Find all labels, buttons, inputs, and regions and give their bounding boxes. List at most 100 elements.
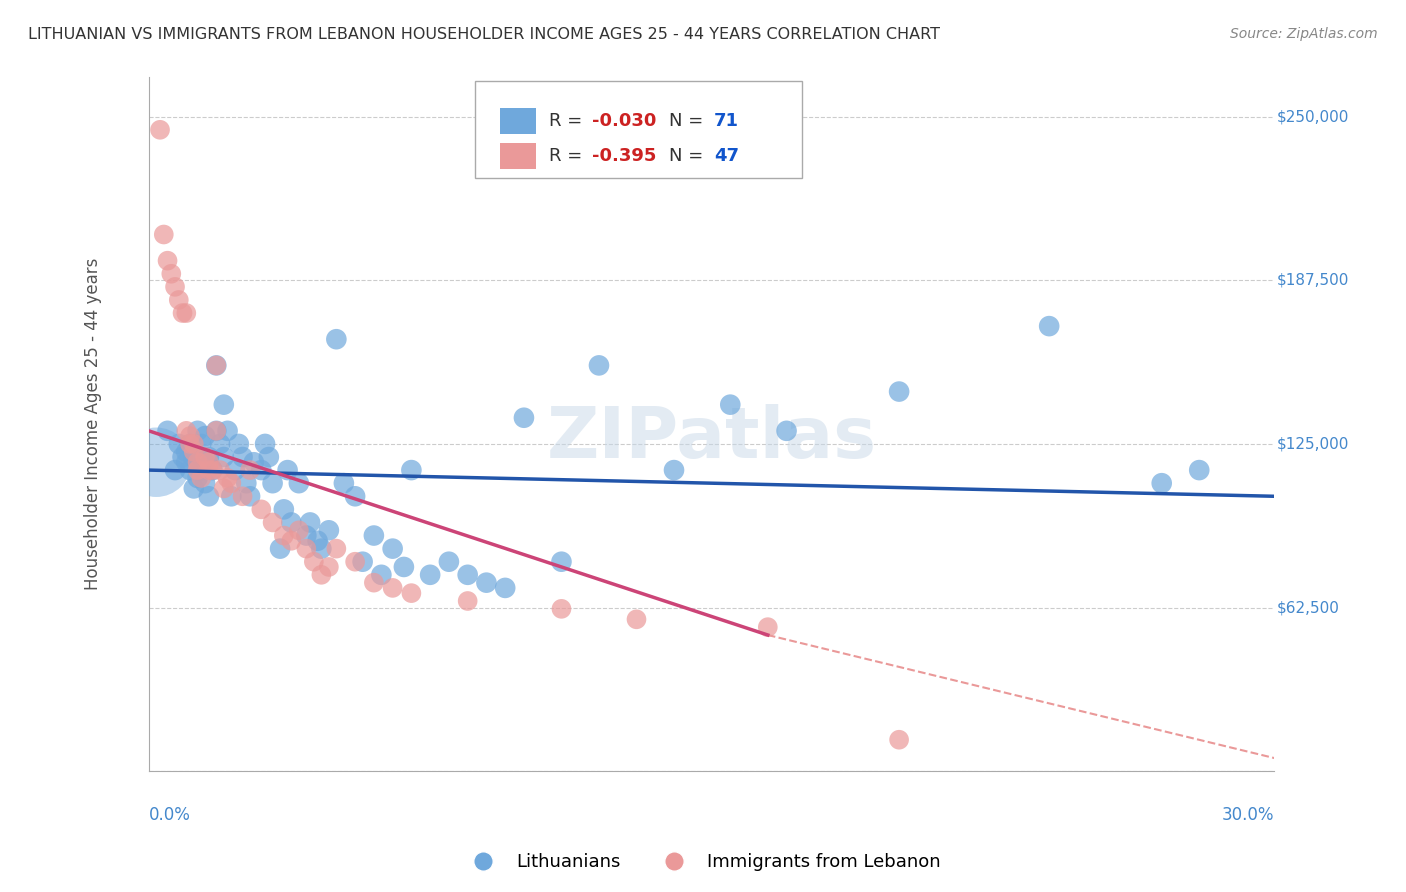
Point [205, 359, 228, 373]
Point [333, 476, 356, 491]
Point [183, 482, 205, 496]
Point [205, 424, 228, 438]
Point [190, 471, 212, 485]
Text: $187,500: $187,500 [1277, 273, 1348, 288]
Point [419, 567, 441, 582]
Point [224, 463, 246, 477]
Point [325, 332, 347, 346]
Point [318, 524, 340, 538]
Point [363, 575, 385, 590]
Point [156, 253, 179, 268]
Point [262, 476, 284, 491]
Point [887, 732, 910, 747]
Point [172, 450, 194, 464]
Point [550, 602, 572, 616]
Point [273, 502, 295, 516]
Point [198, 489, 221, 503]
Point [887, 384, 910, 399]
Point [187, 471, 209, 485]
Point [288, 524, 311, 538]
Point [381, 541, 404, 556]
Point [167, 293, 190, 307]
Point [295, 528, 318, 542]
Text: R =: R = [550, 112, 589, 130]
Text: Householder Income Ages 25 - 44 years: Householder Income Ages 25 - 44 years [83, 258, 101, 591]
Point [176, 424, 198, 438]
Point [201, 463, 224, 477]
Point [187, 424, 209, 438]
Point [179, 463, 201, 477]
Point [228, 437, 250, 451]
Point [176, 306, 198, 320]
Point [280, 516, 302, 530]
Point [217, 471, 239, 485]
Point [239, 463, 262, 477]
Point [209, 463, 232, 477]
Point [183, 450, 205, 464]
Point [160, 267, 183, 281]
Point [239, 489, 262, 503]
Text: N =: N = [669, 147, 709, 165]
Point [257, 450, 280, 464]
Point [662, 463, 685, 477]
Point [344, 555, 367, 569]
Point [201, 463, 224, 477]
Point [198, 463, 221, 477]
Point [212, 398, 235, 412]
Point [718, 398, 741, 412]
Point [194, 476, 217, 491]
Point [437, 555, 460, 569]
Point [167, 437, 190, 451]
Point [212, 482, 235, 496]
Point [626, 612, 648, 626]
Point [243, 455, 266, 469]
FancyBboxPatch shape [501, 108, 536, 135]
Point [277, 463, 299, 477]
Text: ZIPatlas: ZIPatlas [547, 404, 876, 473]
Point [756, 620, 779, 634]
Point [163, 280, 186, 294]
Point [221, 489, 243, 503]
Point [273, 528, 295, 542]
Point [475, 575, 498, 590]
Point [163, 463, 186, 477]
Text: 30.0%: 30.0% [1222, 805, 1274, 824]
Text: R =: R = [550, 147, 589, 165]
Point [588, 359, 610, 373]
Point [550, 555, 572, 569]
Point [232, 450, 254, 464]
Point [370, 567, 392, 582]
Text: -0.030: -0.030 [592, 112, 657, 130]
Point [311, 541, 333, 556]
Text: Source: ZipAtlas.com: Source: ZipAtlas.com [1230, 27, 1378, 41]
Point [152, 227, 174, 242]
Point [176, 444, 198, 458]
Text: LITHUANIAN VS IMMIGRANTS FROM LEBANON HOUSEHOLDER INCOME AGES 25 - 44 YEARS CORR: LITHUANIAN VS IMMIGRANTS FROM LEBANON HO… [28, 27, 941, 42]
Point [217, 424, 239, 438]
Point [381, 581, 404, 595]
Text: $250,000: $250,000 [1277, 109, 1348, 124]
Text: $125,000: $125,000 [1277, 436, 1348, 451]
Point [288, 476, 311, 491]
Point [232, 489, 254, 503]
Point [280, 533, 302, 548]
Point [198, 455, 221, 469]
Point [176, 455, 198, 469]
Point [392, 560, 415, 574]
Point [179, 437, 201, 451]
Point [775, 424, 797, 438]
Point [494, 581, 516, 595]
FancyBboxPatch shape [501, 143, 536, 169]
Point [187, 463, 209, 477]
Point [1188, 463, 1211, 477]
Point [194, 450, 217, 464]
Point [179, 429, 201, 443]
Point [149, 123, 172, 137]
Point [209, 437, 232, 451]
Point [254, 437, 277, 451]
Text: 71: 71 [714, 112, 738, 130]
Point [190, 463, 212, 477]
Point [363, 528, 385, 542]
Point [194, 429, 217, 443]
Point [235, 476, 257, 491]
